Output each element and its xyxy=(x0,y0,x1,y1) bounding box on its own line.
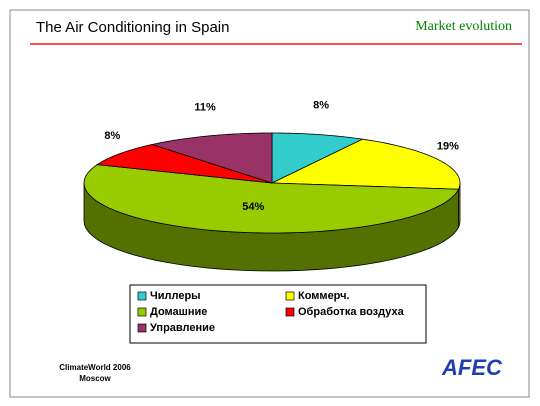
footer-event: ClimateWorld 2006 xyxy=(59,363,131,372)
legend: Чиллеры Коммерч. Домашние Обработка воздуха… xyxy=(137,290,405,334)
value-label: 11% xyxy=(194,102,216,114)
legend-swatch xyxy=(137,323,147,333)
footer-city: Moscow xyxy=(79,374,111,383)
legend-swatch xyxy=(137,291,147,301)
legend-label: Коммерч. xyxy=(298,290,350,302)
legend-swatch xyxy=(285,307,295,317)
slice xyxy=(96,144,273,184)
slice xyxy=(271,132,364,184)
legend-swatch xyxy=(285,291,295,301)
slice xyxy=(83,164,460,234)
slide-subtitle: Market evolution xyxy=(415,19,512,34)
legend-label: Домашние xyxy=(150,306,207,318)
value-label: 19% xyxy=(437,141,459,153)
legend-swatch xyxy=(137,307,147,317)
legend-label: Обработка воздуха xyxy=(298,306,405,318)
slide-title: The Air Conditioning in Spain xyxy=(36,19,229,36)
pie: 8% 19% 54% 8% 11% xyxy=(83,99,461,272)
legend-label: Управление xyxy=(150,322,215,334)
slice xyxy=(150,132,273,184)
legend-box xyxy=(129,284,427,344)
value-label: 8% xyxy=(313,99,329,111)
legend-label: Чиллеры xyxy=(150,290,201,302)
value-label: 54% xyxy=(242,201,264,213)
slice xyxy=(271,138,461,190)
logo: AFEC xyxy=(441,355,503,380)
value-label: 8% xyxy=(104,130,120,142)
